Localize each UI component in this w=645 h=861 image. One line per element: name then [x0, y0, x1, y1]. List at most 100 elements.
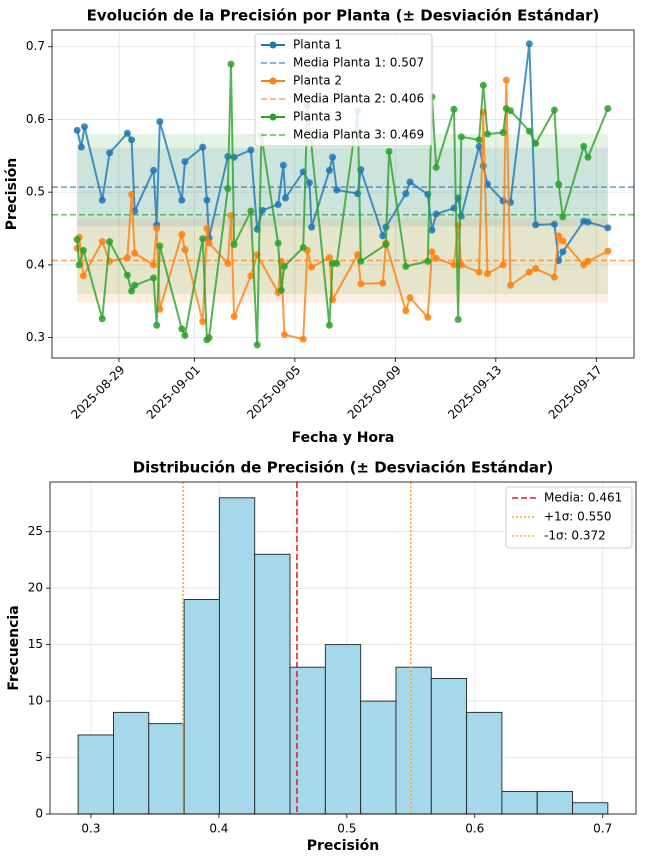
y-tick-label: 15 — [28, 637, 43, 651]
data-point — [123, 271, 131, 279]
data-point — [224, 185, 232, 193]
data-point — [325, 321, 333, 329]
histogram-bar — [572, 802, 609, 815]
data-point — [385, 147, 393, 155]
legend-marker — [269, 77, 277, 85]
data-point — [128, 136, 136, 144]
x-tick-label: 0.3 — [81, 822, 100, 836]
data-point — [203, 196, 211, 204]
x-tick-label: 0.5 — [337, 822, 356, 836]
data-point — [333, 259, 341, 267]
data-point — [402, 262, 410, 270]
data-point — [499, 197, 507, 205]
data-point — [77, 143, 85, 151]
data-point — [483, 130, 491, 138]
data-point — [550, 220, 558, 228]
data-point — [584, 257, 592, 265]
data-point — [532, 221, 540, 229]
x-tick-label: 2025-09-17 — [546, 363, 605, 422]
data-point — [181, 246, 189, 254]
data-point — [483, 270, 491, 278]
histogram-bar — [254, 553, 291, 815]
data-point — [525, 268, 533, 276]
data-point — [227, 60, 235, 68]
data-point — [203, 225, 211, 233]
histogram-bar — [324, 644, 362, 815]
histogram-bar — [148, 723, 185, 815]
data-point — [424, 313, 432, 321]
data-point — [525, 40, 533, 48]
data-point — [199, 318, 207, 326]
data-point — [402, 307, 410, 315]
x-tick-label: 2025-09-09 — [345, 363, 404, 422]
legend-label: Planta 2 — [293, 74, 342, 88]
data-point — [253, 341, 261, 349]
data-point — [382, 241, 390, 249]
legend-label: Planta 3 — [293, 110, 342, 124]
x-tick-label: 2025-08-29 — [68, 363, 127, 422]
y-tick-label: 0.3 — [26, 330, 45, 344]
data-point — [279, 161, 287, 169]
data-point — [98, 238, 106, 246]
data-point — [73, 235, 81, 243]
plot-frame — [51, 29, 635, 359]
data-point — [178, 196, 186, 204]
data-point — [153, 321, 161, 329]
data-point — [450, 105, 458, 113]
data-point — [79, 272, 87, 280]
data-point — [156, 242, 164, 250]
data-point — [75, 261, 83, 269]
histogram-bar — [289, 666, 326, 815]
chart-title: Distribución de Precisión (± Desviación … — [133, 459, 554, 477]
data-point — [73, 126, 81, 134]
data-point — [79, 246, 87, 254]
legend-label: Media Planta 3: 0.469 — [293, 128, 424, 142]
data-point — [178, 230, 186, 238]
data-point — [224, 259, 232, 267]
histogram-bar — [218, 497, 256, 815]
data-point — [230, 313, 238, 321]
histogram-bar — [536, 790, 573, 815]
data-point — [247, 207, 255, 215]
data-point — [499, 129, 507, 137]
y-tick-label: 25 — [28, 524, 43, 538]
y-tick-label: 0 — [35, 807, 43, 821]
data-point — [584, 218, 592, 226]
x-tick-label: 2025-09-13 — [445, 363, 504, 422]
data-point — [308, 223, 316, 231]
y-axis-label: Precisión — [4, 158, 20, 230]
data-point — [428, 226, 436, 234]
data-point — [106, 149, 114, 157]
data-point — [532, 139, 540, 147]
data-point — [131, 249, 139, 257]
y-tick-label: 0.4 — [26, 257, 45, 271]
data-point — [277, 286, 285, 294]
data-point — [329, 153, 337, 161]
x-tick-label: 2025-09-05 — [244, 363, 303, 422]
legend-label: Media Planta 2: 0.406 — [293, 92, 424, 106]
data-point — [604, 224, 612, 232]
histogram-bar — [360, 700, 397, 815]
y-tick-label: 5 — [35, 750, 43, 764]
data-point — [559, 237, 567, 245]
data-point — [555, 232, 563, 240]
data-point — [454, 315, 462, 323]
data-point — [98, 315, 106, 323]
data-point — [247, 146, 255, 154]
data-point — [199, 235, 207, 243]
data-point — [181, 158, 189, 166]
data-point — [199, 143, 207, 151]
data-point — [150, 166, 158, 174]
data-point — [475, 136, 483, 144]
data-point — [80, 123, 88, 131]
data-point — [379, 279, 387, 287]
data-point — [379, 232, 387, 240]
histogram-bar — [395, 666, 432, 815]
data-point — [153, 225, 161, 233]
data-point — [502, 76, 510, 84]
data-point — [128, 190, 136, 198]
data-point — [98, 196, 106, 204]
data-point — [550, 273, 558, 281]
data-point — [299, 243, 307, 251]
